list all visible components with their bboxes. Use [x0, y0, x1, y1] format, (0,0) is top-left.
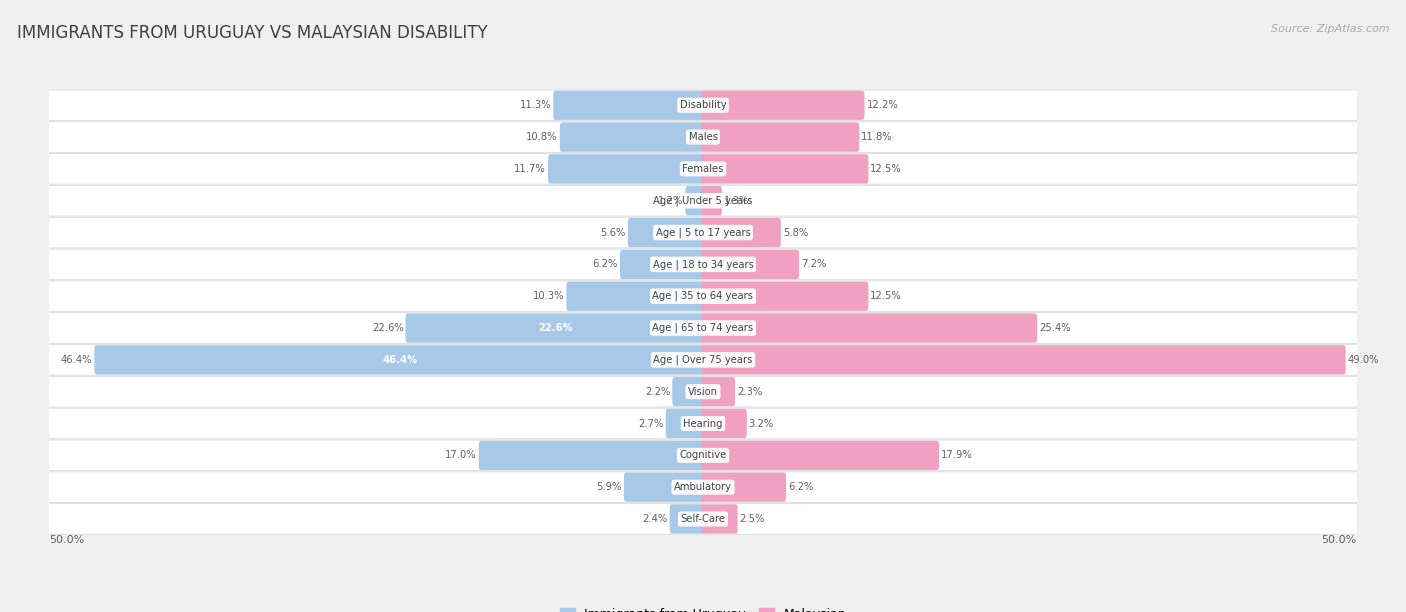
Text: 5.6%: 5.6% [600, 228, 626, 237]
Text: 1.3%: 1.3% [724, 196, 749, 206]
Text: 50.0%: 50.0% [1322, 535, 1357, 545]
FancyBboxPatch shape [42, 217, 1364, 248]
Text: Age | 35 to 64 years: Age | 35 to 64 years [652, 291, 754, 302]
Text: 10.3%: 10.3% [533, 291, 564, 301]
FancyBboxPatch shape [42, 281, 1364, 312]
Text: 5.8%: 5.8% [783, 228, 808, 237]
Text: 2.3%: 2.3% [737, 387, 762, 397]
Text: Age | Under 5 years: Age | Under 5 years [654, 195, 752, 206]
Text: Age | Over 75 years: Age | Over 75 years [654, 354, 752, 365]
FancyBboxPatch shape [42, 504, 1364, 534]
Text: 17.0%: 17.0% [446, 450, 477, 460]
Text: Females: Females [682, 164, 724, 174]
Text: Age | 5 to 17 years: Age | 5 to 17 years [655, 227, 751, 238]
Text: Males: Males [689, 132, 717, 142]
FancyBboxPatch shape [567, 282, 704, 311]
FancyBboxPatch shape [702, 91, 865, 120]
FancyBboxPatch shape [624, 472, 704, 502]
Text: Self-Care: Self-Care [681, 514, 725, 524]
FancyBboxPatch shape [548, 154, 704, 184]
FancyBboxPatch shape [702, 154, 869, 184]
FancyBboxPatch shape [702, 218, 780, 247]
FancyBboxPatch shape [702, 250, 799, 279]
Text: 12.2%: 12.2% [866, 100, 898, 110]
FancyBboxPatch shape [42, 154, 1364, 184]
Text: Disability: Disability [679, 100, 727, 110]
Text: 12.5%: 12.5% [870, 291, 903, 301]
Text: 2.4%: 2.4% [643, 514, 668, 524]
Text: 2.7%: 2.7% [638, 419, 664, 428]
FancyBboxPatch shape [702, 345, 1346, 375]
FancyBboxPatch shape [405, 313, 704, 343]
FancyBboxPatch shape [702, 122, 859, 152]
FancyBboxPatch shape [702, 504, 738, 534]
Text: 46.4%: 46.4% [60, 355, 93, 365]
Text: 46.4%: 46.4% [382, 355, 418, 365]
FancyBboxPatch shape [479, 441, 704, 470]
FancyBboxPatch shape [42, 408, 1364, 439]
FancyBboxPatch shape [94, 345, 704, 375]
FancyBboxPatch shape [42, 249, 1364, 280]
Text: Ambulatory: Ambulatory [673, 482, 733, 492]
Text: 2.5%: 2.5% [740, 514, 765, 524]
Text: 6.2%: 6.2% [593, 259, 619, 269]
FancyBboxPatch shape [628, 218, 704, 247]
FancyBboxPatch shape [702, 409, 747, 438]
FancyBboxPatch shape [560, 122, 704, 152]
Text: 22.6%: 22.6% [538, 323, 572, 333]
Text: 2.2%: 2.2% [645, 387, 671, 397]
Text: Cognitive: Cognitive [679, 450, 727, 460]
Text: 17.9%: 17.9% [941, 450, 973, 460]
FancyBboxPatch shape [42, 185, 1364, 216]
FancyBboxPatch shape [620, 250, 704, 279]
Text: 12.5%: 12.5% [870, 164, 903, 174]
Text: 11.3%: 11.3% [520, 100, 551, 110]
Text: 11.7%: 11.7% [515, 164, 546, 174]
FancyBboxPatch shape [669, 504, 704, 534]
FancyBboxPatch shape [42, 376, 1364, 407]
FancyBboxPatch shape [685, 186, 704, 215]
Text: 3.2%: 3.2% [749, 419, 775, 428]
FancyBboxPatch shape [702, 377, 735, 406]
FancyBboxPatch shape [665, 409, 704, 438]
FancyBboxPatch shape [42, 472, 1364, 502]
FancyBboxPatch shape [42, 345, 1364, 375]
FancyBboxPatch shape [554, 91, 704, 120]
FancyBboxPatch shape [702, 186, 721, 215]
FancyBboxPatch shape [42, 90, 1364, 121]
Text: 5.9%: 5.9% [596, 482, 621, 492]
Text: 25.4%: 25.4% [1039, 323, 1071, 333]
Text: 50.0%: 50.0% [49, 535, 84, 545]
FancyBboxPatch shape [702, 441, 939, 470]
Text: 10.8%: 10.8% [526, 132, 558, 142]
Text: 6.2%: 6.2% [787, 482, 813, 492]
FancyBboxPatch shape [42, 440, 1364, 471]
Legend: Immigrants from Uruguay, Malaysian: Immigrants from Uruguay, Malaysian [560, 608, 846, 612]
Text: Age | 65 to 74 years: Age | 65 to 74 years [652, 323, 754, 334]
Text: Age | 18 to 34 years: Age | 18 to 34 years [652, 259, 754, 270]
Text: 22.6%: 22.6% [371, 323, 404, 333]
Text: Hearing: Hearing [683, 419, 723, 428]
Text: Vision: Vision [688, 387, 718, 397]
FancyBboxPatch shape [702, 282, 869, 311]
FancyBboxPatch shape [672, 377, 704, 406]
Text: IMMIGRANTS FROM URUGUAY VS MALAYSIAN DISABILITY: IMMIGRANTS FROM URUGUAY VS MALAYSIAN DIS… [17, 24, 488, 42]
Text: 7.2%: 7.2% [801, 259, 827, 269]
Text: 11.8%: 11.8% [862, 132, 893, 142]
FancyBboxPatch shape [42, 313, 1364, 343]
FancyBboxPatch shape [702, 472, 786, 502]
FancyBboxPatch shape [702, 313, 1038, 343]
Text: Source: ZipAtlas.com: Source: ZipAtlas.com [1271, 24, 1389, 34]
Text: 1.2%: 1.2% [658, 196, 683, 206]
Text: 49.0%: 49.0% [1347, 355, 1379, 365]
FancyBboxPatch shape [42, 122, 1364, 152]
